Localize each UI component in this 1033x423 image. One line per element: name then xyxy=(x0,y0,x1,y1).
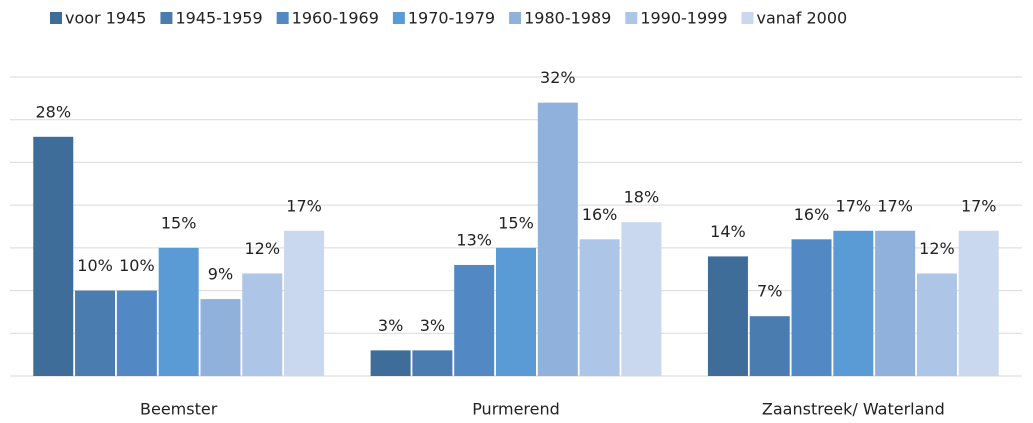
x-tick-label: Zaanstreek/ Waterland xyxy=(762,400,945,419)
value-label: 15% xyxy=(161,213,197,232)
legend-label: voor 1945 xyxy=(65,9,146,28)
value-label: 18% xyxy=(624,188,660,207)
value-label: 13% xyxy=(456,230,492,249)
legend-swatch xyxy=(625,12,638,24)
x-tick-label: Beemster xyxy=(140,400,218,419)
legend-label: 1945-1959 xyxy=(175,9,262,28)
legend-swatch xyxy=(276,12,289,24)
value-label: 10% xyxy=(119,256,155,275)
bar xyxy=(496,247,536,376)
bar xyxy=(875,230,916,376)
bar xyxy=(916,273,957,376)
legend-swatch xyxy=(160,12,173,24)
value-label: 10% xyxy=(77,256,113,275)
value-label: 7% xyxy=(757,282,782,301)
legend-swatch xyxy=(741,12,754,24)
bar xyxy=(707,256,748,376)
value-label: 17% xyxy=(877,196,913,215)
value-label: 3% xyxy=(420,316,445,335)
bar xyxy=(621,222,662,376)
value-label: 14% xyxy=(710,222,746,241)
value-label: 3% xyxy=(378,316,403,335)
value-label: 16% xyxy=(582,205,618,224)
bar xyxy=(412,350,453,376)
value-label: 15% xyxy=(498,213,534,232)
legend-label: 1980-1989 xyxy=(524,9,611,28)
legend-swatch xyxy=(50,12,62,24)
bar xyxy=(454,264,495,376)
bar xyxy=(537,102,578,376)
bar xyxy=(200,299,241,376)
bar xyxy=(242,273,283,376)
value-label: 28% xyxy=(35,102,71,121)
bar xyxy=(791,239,832,376)
legend-swatch xyxy=(392,12,405,24)
legend-label: 1960-1969 xyxy=(292,9,379,28)
value-label: 17% xyxy=(286,196,322,215)
legend-label: 1970-1979 xyxy=(408,9,495,28)
value-label: 16% xyxy=(794,205,830,224)
bar xyxy=(33,136,74,376)
value-label: 9% xyxy=(208,265,233,284)
bar xyxy=(158,247,199,376)
x-tick-label: Purmerend xyxy=(472,400,560,419)
bar xyxy=(284,230,325,376)
bar xyxy=(116,290,157,376)
bar xyxy=(75,290,116,376)
value-label: 12% xyxy=(919,239,955,258)
legend-label: 1990-1999 xyxy=(640,9,727,28)
value-label: 32% xyxy=(540,68,576,87)
legend-swatch xyxy=(509,12,522,24)
value-label: 17% xyxy=(961,196,997,215)
value-label: 12% xyxy=(244,239,280,258)
bar xyxy=(370,350,411,376)
legend-label: vanaf 2000 xyxy=(757,9,848,28)
bar xyxy=(749,316,790,376)
bar xyxy=(579,239,620,376)
bar xyxy=(958,230,999,376)
bar xyxy=(833,230,874,376)
value-label: 17% xyxy=(836,196,872,215)
